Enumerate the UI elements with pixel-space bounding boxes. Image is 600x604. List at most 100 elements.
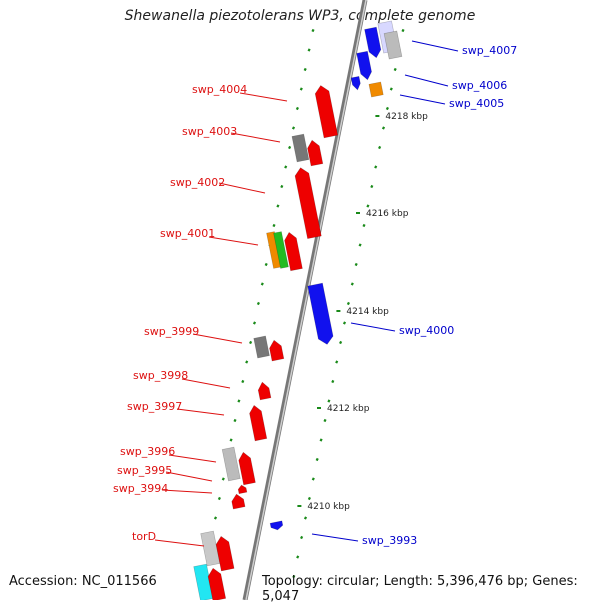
gene-swp-3997-arrow-shape [249, 404, 268, 442]
tick-mark-inner [362, 223, 366, 228]
genome-title: Shewanella piezotolerans WP3, complete g… [124, 8, 476, 24]
tick-mark-outer [311, 28, 315, 33]
tick-mark-inner [315, 457, 319, 462]
gene-swp-4000-arrow-shape [307, 282, 334, 345]
tick-mark-inner [311, 477, 315, 481]
tick-mark-inner [358, 243, 362, 247]
tick-mark-inner [292, 574, 296, 579]
gene-leader-line [350, 322, 396, 332]
tick-mark-outer [245, 360, 249, 364]
gene-leader-line [192, 333, 243, 344]
gene-swp-3996-grey-block-shape [221, 446, 241, 482]
gene-tord-arrow [215, 535, 235, 572]
gene-leader-line [230, 132, 281, 143]
kbp-label: 4210 kbp [307, 502, 350, 512]
tick-mark-inner [350, 282, 354, 286]
gene-swp-4005-block-shape [368, 81, 384, 98]
gene-swp-4006-grey-block-shape [383, 30, 403, 60]
gene-swp-3996-grey-block [221, 446, 241, 482]
gene-swp-3993-arrow [269, 520, 284, 531]
kbp-label: 4216 kbp [366, 209, 409, 219]
tick-mark-outer [272, 223, 276, 228]
gene-leader-line [176, 408, 225, 416]
gene-label: swp_3996 [120, 445, 175, 458]
tick-mark-inner [378, 145, 382, 150]
gene-swp-4003-grey-block [291, 133, 310, 163]
kbp-label: 4214 kbp [346, 307, 389, 317]
gene-leader-line [154, 539, 205, 547]
gene-label: swp_4007 [462, 44, 517, 57]
tick-mark-inner [389, 87, 393, 91]
tick-mark-outer [307, 48, 311, 52]
gene-swp-4003-arrow-shape [307, 139, 324, 167]
tick-mark-inner [323, 418, 327, 423]
gene-label: swp_3995 [117, 464, 172, 477]
tick-mark-outer [291, 126, 296, 130]
tick-mark-outer [221, 477, 225, 481]
tick-mark-inner [319, 438, 323, 442]
gene-swp-4007-arrow-shape [364, 26, 382, 59]
gene-tord-arrow-shape [215, 535, 235, 572]
gene-swp-4002-arrow-shape [294, 167, 322, 240]
tick-mark-inner [354, 262, 358, 267]
tick-mark-outer [256, 301, 260, 306]
tick-mark-inner [393, 67, 397, 72]
gene-swp-4005-block [368, 81, 384, 98]
gene-swp-4003-grey-block-shape [291, 133, 310, 163]
gene-swp-4001-green-block [273, 231, 289, 269]
tick-mark-inner [339, 340, 343, 345]
gene-swp-3999-arrow-shape [269, 339, 285, 362]
gene-label: swp_4006 [452, 79, 507, 92]
tick-mark-outer [295, 106, 299, 111]
gene-label: swp_3999 [144, 325, 199, 338]
gene-swp-4006-arrow-shape [356, 50, 372, 81]
gene-leader-line [161, 489, 213, 494]
tick-mark-outer [213, 516, 218, 520]
gene-label: swp_3998 [133, 369, 188, 382]
gene-swp-4006-tip [350, 75, 361, 91]
genome-backbone-highlight [245, 0, 367, 600]
gene-swp-3998-arrow-shape [257, 381, 272, 401]
gene-leader-line [239, 92, 288, 102]
gene-label: swp_3997 [127, 400, 182, 413]
gene-leader-line [411, 40, 459, 52]
tick-mark-inner [303, 516, 308, 520]
tick-mark-inner [374, 165, 378, 169]
tick-mark-inner [335, 360, 339, 364]
tick-mark-outer [303, 67, 307, 72]
gene-swp-4007-arrow [364, 26, 382, 59]
tick-mark-inner [370, 184, 374, 189]
gene-swp-3993-arrow-shape [269, 520, 284, 531]
gene-leader-line [311, 533, 359, 542]
gene-lower-arrow [207, 567, 227, 600]
tick-mark-outer [260, 282, 264, 286]
gene-swp-3995-arrow [237, 484, 248, 495]
gene-swp-4006-tip-shape [350, 75, 361, 91]
gene-swp-3998-arrow [257, 381, 272, 401]
gene-swp-3994-arrow [231, 493, 246, 510]
gene-leader-line [181, 378, 231, 389]
gene-label: swp_4002 [170, 176, 225, 189]
gene-swp-3999-grey-block [253, 335, 270, 359]
gene-swp-3997-arrow [249, 404, 268, 442]
tick-mark-outer [252, 321, 257, 325]
gene-label: swp_4004 [192, 83, 247, 96]
gene-swp-4006-arrow [356, 50, 372, 81]
gene-swp-4006-grey-block [383, 30, 403, 60]
tick-mark-inner [366, 204, 370, 208]
kbp-label: 4218 kbp [385, 112, 428, 122]
tick-mark-outer [229, 438, 233, 442]
tick-mark-outer [280, 184, 284, 189]
gene-swp-3996-arrow [238, 451, 256, 486]
gene-swp-3994-arrow-shape [231, 493, 246, 510]
tick-mark-inner [296, 555, 300, 559]
tick-mark-outer [284, 165, 288, 169]
tick-mark-inner [346, 301, 350, 306]
tick-mark-outer [264, 262, 268, 267]
gene-swp-4001-arrow-shape [284, 231, 303, 272]
tick-mark-inner [300, 535, 304, 540]
gene-swp-3999-arrow [269, 339, 285, 362]
tick-mark-outer [276, 204, 280, 208]
gene-label: swp_3993 [362, 534, 417, 547]
gene-label: swp_3994 [113, 482, 168, 495]
